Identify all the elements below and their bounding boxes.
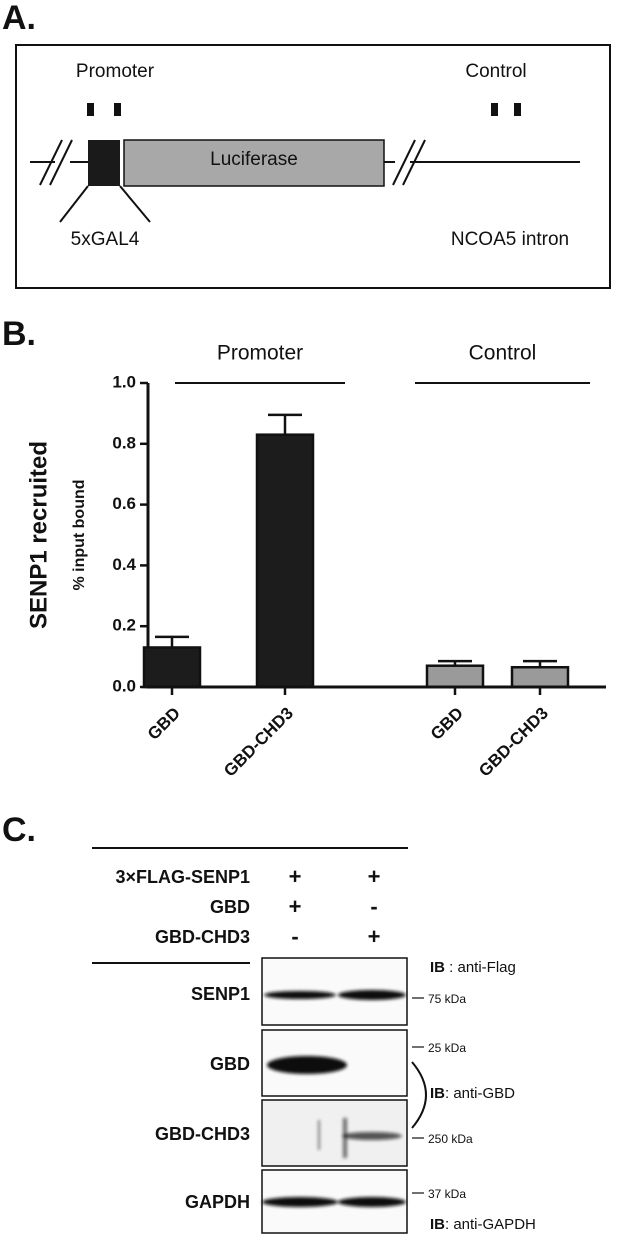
x-tick-label: GBD [144,704,184,744]
x-tick-label: GBD-CHD3 [475,704,552,781]
lane-sign: + [289,894,302,919]
control-label: Control [465,61,526,82]
y-tick-label: 0.6 [112,494,136,513]
y-axis-title: SENP1 recruited [25,441,52,629]
lane-sign: + [368,924,381,949]
blot-label: GAPDH [185,1192,250,1212]
x-tick-label: GBD [427,704,467,744]
marker-label: 250 kDa [428,1132,473,1146]
ib-label: IB: anti-GBD [430,1085,515,1102]
group-label: Control [469,342,537,365]
marker-label: 25 kDa [428,1041,466,1055]
panel-label: A. [2,0,36,37]
lane-sign: - [370,894,377,919]
ib-antibody: : anti-GAPDH [445,1216,536,1233]
lane-sign: - [291,924,298,949]
y-tick-label: 0.4 [112,555,136,574]
promoter-label: Promoter [76,61,155,82]
ib-antibody: : anti-GBD [445,1085,515,1102]
condition-label: 3×FLAG-SENP1 [115,867,250,887]
ib-label: IB : anti-Flag [430,959,516,976]
y-tick-label: 0.0 [112,676,136,695]
y-tick-label: 0.2 [112,616,136,635]
conditions: 3×FLAG-SENP1 + + GBD + - GBD-CHD3 - + [115,864,380,949]
blot-labels: SENP1 GBD GBD-CHD3 GAPDH 75 kDa 25 kDa 250 kDa… [155,959,536,1233]
bar [142,646,202,689]
ib-prefix: IB [430,1216,445,1233]
bar-chart: B. SENP1 recruited % input bound 0.0 0.2 0… [2,315,606,780]
luciferase-label: Luciferase [210,149,298,170]
marker-label: 37 kDa [428,1187,466,1201]
lane-sign: + [289,864,302,889]
panel-label: C. [2,811,36,849]
panel-frame [15,44,611,289]
marker-ticks [412,997,424,1194]
blot-label: SENP1 [191,984,250,1004]
ib-prefix: IB [430,959,445,976]
intron-label: NCOA5 intron [451,229,569,250]
bar [425,664,485,689]
y-axis-subtitle: % input bound [71,479,88,590]
condition-label: GBD [210,897,250,917]
gal4-label: 5xGAL4 [71,229,140,250]
gal4-box [88,140,120,186]
condition-label: GBD-CHD3 [155,927,250,947]
bracket [411,1061,427,1129]
blot-label: GBD [210,1054,250,1074]
ib-prefix: IB [430,1085,445,1102]
primer-marks [87,103,521,116]
bar [510,665,570,689]
group-label: Promoter [217,342,303,365]
ib-antibody: : anti-Flag [445,959,516,976]
blots [261,957,408,1234]
x-tick-label: GBD-CHD3 [220,704,297,781]
y-tick-label: 1.0 [112,372,136,391]
ib-label: IB: anti-GAPDH [430,1216,536,1233]
blot-label: GBD-CHD3 [155,1124,250,1144]
lane-sign: + [368,864,381,889]
y-tick-label: 0.8 [112,433,136,452]
panel-label: B. [2,315,36,353]
bar [255,433,315,689]
construct-lines [30,139,580,223]
marker-label: 75 kDa [428,992,466,1006]
luciferase-box [123,139,385,187]
